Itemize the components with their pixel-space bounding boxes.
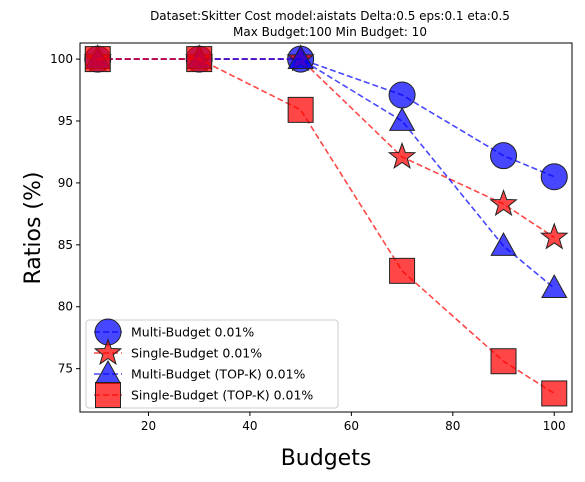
legend-label: Multi-Budget (TOP-K) 0.01% — [131, 367, 306, 382]
chart-title-line1: Dataset:Skitter Cost model:aistats Delta… — [150, 9, 510, 23]
data-point — [540, 163, 568, 191]
data-point — [541, 380, 568, 407]
series-4 — [84, 46, 568, 407]
x-tick-label: 40 — [242, 419, 257, 433]
legend-label: Single-Budget 0.01% — [131, 346, 262, 361]
data-point — [388, 81, 416, 109]
legend-item: Single-Budget (TOP-K) 0.01% — [94, 382, 313, 408]
data-point — [84, 46, 111, 73]
data-point — [287, 96, 314, 123]
tick-layer: 20 40 60 80 100 75 80 85 90 95 100 — [50, 52, 566, 433]
y-tick-label: 90 — [58, 176, 73, 190]
y-tick-label: 95 — [58, 114, 73, 128]
legend: Multi-Budget 0.01% Single-Budget 0.01% Mul… — [85, 318, 339, 409]
data-point — [541, 274, 568, 299]
data-point — [489, 188, 518, 217]
data-point — [287, 45, 314, 69]
y-tick-label: 85 — [58, 238, 73, 252]
data-point — [490, 142, 518, 170]
legend-marker — [95, 382, 121, 408]
data-point — [389, 257, 416, 284]
y-tick-label: 80 — [58, 300, 73, 314]
x-axis-label: Budgets — [281, 446, 372, 471]
x-tick-label: 80 — [445, 419, 460, 433]
data-point — [539, 222, 569, 250]
legend-item: Single-Budget 0.01% — [93, 338, 262, 366]
legend-label: Multi-Budget 0.01% — [131, 325, 254, 340]
x-tick-label: 60 — [344, 419, 359, 433]
data-point — [186, 46, 213, 73]
data-point — [490, 348, 517, 375]
y-axis-label: Ratios (%) — [21, 171, 46, 284]
legend-frame — [85, 319, 339, 409]
x-tick-label: 100 — [543, 419, 566, 433]
chart-title-line2: Max Budget:100 Min Budget: 10 — [233, 25, 427, 39]
legend-item: Multi-Budget 0.01% — [94, 318, 254, 346]
series-layer — [83, 44, 569, 407]
y-tick-label: 75 — [58, 362, 73, 376]
data-point — [387, 141, 417, 170]
legend-label: Single-Budget (TOP-K) 0.01% — [131, 388, 313, 403]
x-tick-label: 20 — [141, 419, 156, 433]
legend-marker — [93, 338, 123, 366]
plot-frame — [79, 42, 573, 413]
legend-item: Multi-Budget (TOP-K) 0.01% — [94, 359, 306, 384]
data-point — [388, 106, 416, 131]
y-tick-label: 100 — [50, 52, 73, 66]
data-point — [490, 232, 517, 256]
